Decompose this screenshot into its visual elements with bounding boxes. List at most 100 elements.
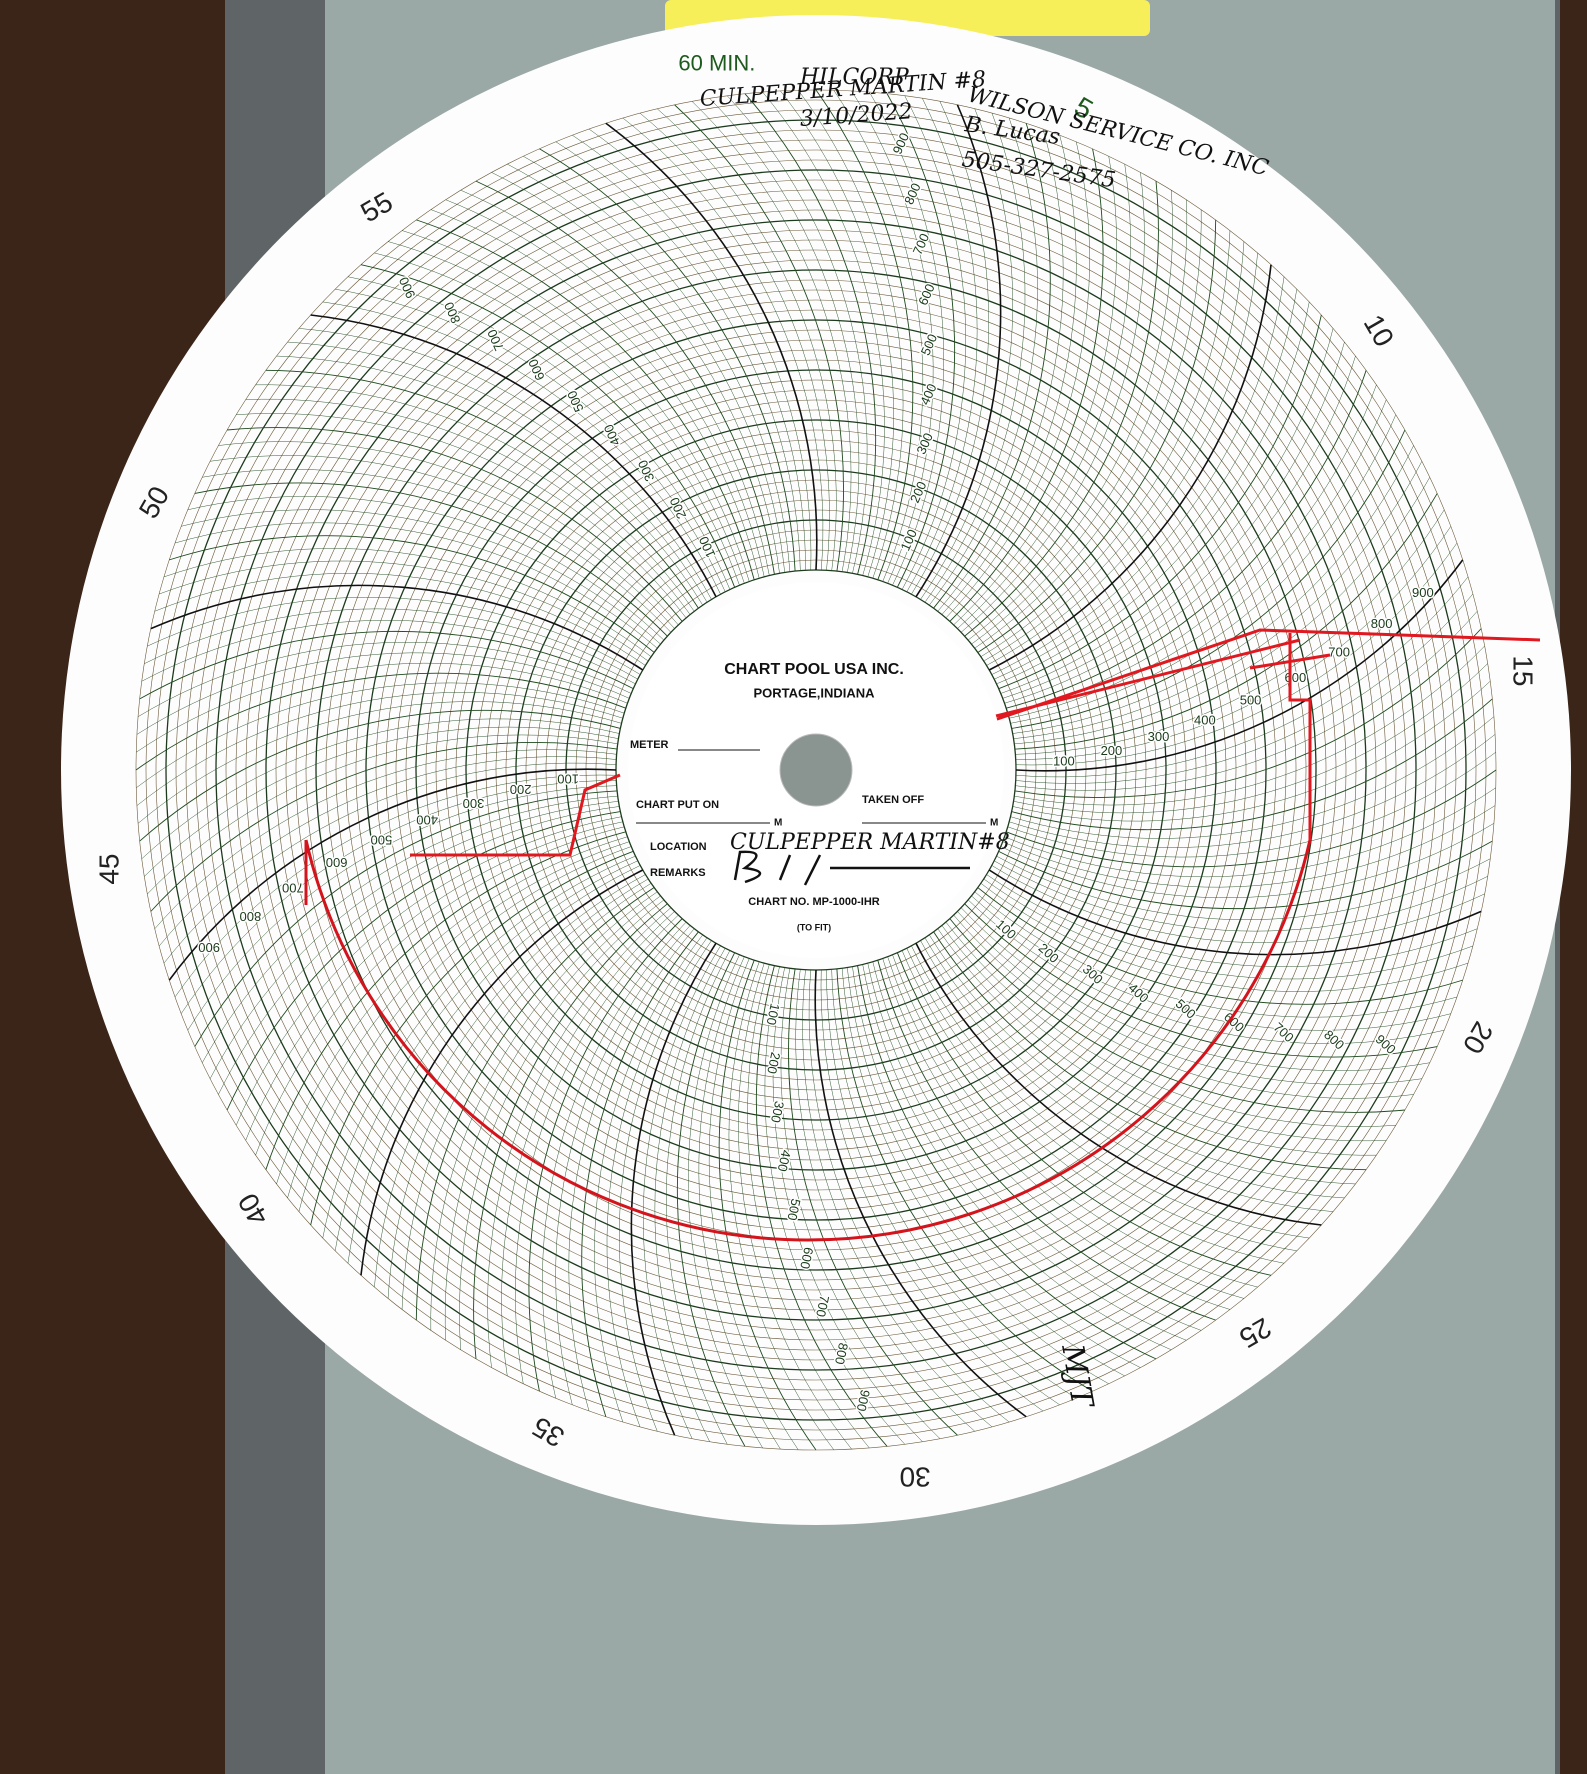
- time-line: [915, 942, 1322, 1226]
- time-line: [135, 672, 626, 771]
- time-line: [1010, 414, 1397, 724]
- time-line: [218, 441, 679, 626]
- time-line: [964, 903, 1438, 1058]
- ring-label: 600: [797, 1246, 816, 1270]
- time-line: [676, 952, 746, 1447]
- time-line: [147, 734, 618, 895]
- time-line: [226, 811, 621, 1111]
- time-line: [194, 790, 618, 1047]
- ring-line: [195, 149, 1437, 1391]
- time-line: [691, 101, 852, 572]
- ring-label: 400: [775, 1149, 794, 1173]
- time-line: [227, 427, 683, 622]
- time-line: [709, 98, 860, 573]
- hub-location: LOCATION: [650, 841, 707, 853]
- ring-line: [415, 369, 1217, 1171]
- pen-trace: [304, 839, 1312, 1242]
- time-line: [851, 90, 934, 584]
- time-line: [974, 209, 1202, 649]
- time-line: [896, 952, 1272, 1276]
- time-line: [857, 965, 1157, 1360]
- time-line: [872, 961, 1202, 1331]
- time-line: [949, 148, 1104, 622]
- time-line: [772, 967, 923, 1442]
- time-line: [322, 855, 636, 1239]
- time-line: [1014, 477, 1430, 745]
- ring-line: [475, 429, 1157, 1111]
- ring-line: [295, 249, 1337, 1291]
- time-line: [168, 768, 617, 981]
- time-line: [416, 219, 755, 580]
- time-line: [245, 821, 623, 1141]
- time-line: [218, 806, 620, 1095]
- time-line: [945, 921, 1396, 1127]
- hub-text: CHART POOL USA INC. PORTAGE,INDIANA METE…: [630, 661, 1010, 932]
- time-line: [788, 968, 958, 1436]
- time-line: [945, 141, 1090, 619]
- ring-line: [385, 339, 1247, 1201]
- ring-label: 500: [784, 1197, 803, 1221]
- time-line: [174, 522, 658, 649]
- time-line: [137, 642, 632, 717]
- time-line: [1004, 355, 1356, 704]
- time-line: [210, 455, 675, 629]
- time-line: [606, 937, 708, 1427]
- ring-line: [495, 449, 1137, 1091]
- time-line: [991, 276, 1285, 675]
- time-line: [780, 90, 894, 577]
- time-line: [915, 104, 1002, 598]
- time-line: [347, 865, 641, 1264]
- time-line: [163, 762, 617, 964]
- ring-line: [445, 399, 1187, 1141]
- time-line: [974, 891, 1458, 1018]
- time-line: [147, 597, 641, 675]
- time-line: [688, 954, 763, 1449]
- ring-line: [205, 159, 1427, 1381]
- time-line: [1002, 342, 1345, 699]
- time-line: [415, 887, 655, 1321]
- time-line: [298, 846, 632, 1212]
- time-line: [654, 948, 726, 1442]
- time-line: [996, 855, 1491, 920]
- time-line: [139, 709, 621, 842]
- time-line: [588, 128, 812, 571]
- time-line: [831, 969, 1077, 1399]
- hub-chart-no: CHART NO. MP-1000-IHR: [748, 896, 879, 908]
- ring-label: 200: [764, 1051, 783, 1075]
- ring-label: 700: [282, 880, 304, 895]
- time-line: [998, 840, 1493, 910]
- time-line: [967, 899, 1445, 1044]
- ring-line: [245, 199, 1387, 1341]
- time-line: [445, 199, 765, 577]
- time-line: [501, 911, 675, 1376]
- time-line: [1015, 559, 1464, 772]
- time-line: [136, 692, 623, 806]
- time-line: [1011, 429, 1406, 729]
- time-line: [869, 91, 944, 586]
- time-line: [998, 314, 1322, 690]
- ring-line: [485, 439, 1147, 1101]
- time-line: [491, 172, 780, 574]
- time-line: [360, 869, 644, 1276]
- time-line: [619, 940, 712, 1432]
- time-line: [1000, 328, 1334, 694]
- time-line: [996, 301, 1310, 685]
- ring-label: 100: [1053, 754, 1075, 769]
- time-line: [150, 584, 644, 671]
- time-line: [401, 230, 750, 582]
- time-line: [953, 914, 1414, 1099]
- ring-label: 700: [1328, 645, 1350, 660]
- time-line: [937, 928, 1377, 1156]
- time-line: [236, 413, 687, 619]
- time-line: [159, 560, 649, 662]
- time-line: [137, 701, 622, 824]
- time-line: [994, 289, 1298, 680]
- time-line: [1015, 509, 1445, 755]
- ring-line: [325, 279, 1307, 1261]
- time-line: [994, 860, 1488, 932]
- ring-label: 400: [1194, 712, 1216, 727]
- time-line: [334, 860, 638, 1251]
- grid: [135, 89, 1497, 1451]
- time-line: [460, 189, 770, 576]
